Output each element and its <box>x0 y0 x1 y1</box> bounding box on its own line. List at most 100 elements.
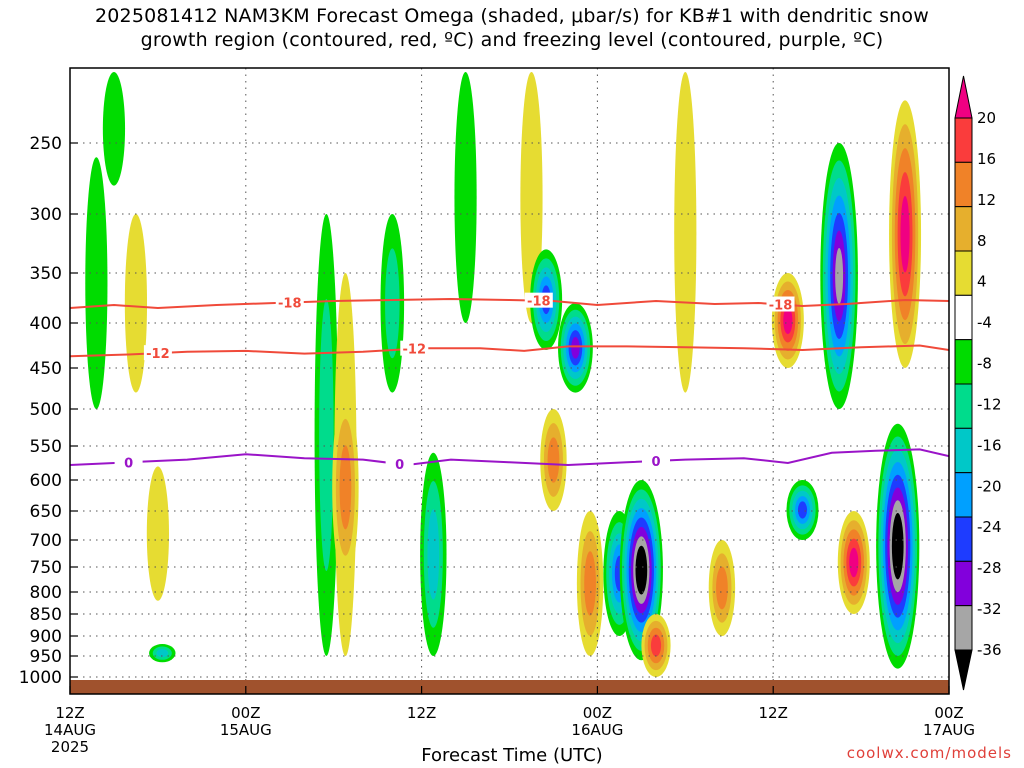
colorbar-label: -4 <box>977 314 992 332</box>
omega-cell <box>637 555 645 586</box>
omega-cell <box>716 566 728 610</box>
y-tick-label: 400 <box>30 314 62 334</box>
colorbar-label: 4 <box>977 273 987 291</box>
contour-label-bg <box>400 340 429 356</box>
x-tick-label: 16AUG <box>571 721 623 739</box>
contour-label-bg <box>524 292 553 308</box>
y-tick-label: 250 <box>30 134 62 154</box>
x-tick-label: 14AUG <box>44 721 96 739</box>
x-tick-label: 12Z <box>55 704 84 722</box>
omega-shading <box>85 72 922 677</box>
x-tick-label: 2025 <box>51 738 89 756</box>
contour-label: -12 <box>146 347 170 362</box>
colorbar-top-arrow <box>954 75 973 119</box>
contour-label: 0 <box>124 456 133 471</box>
contour-label: -18 <box>527 295 551 310</box>
chart-title: 2025081412 NAM3KM Forecast Omega (shaded… <box>0 4 1024 52</box>
y-tick-label: 900 <box>30 627 62 647</box>
colorbar-segment <box>954 427 973 474</box>
contour-line-dendritic <box>70 297 949 310</box>
y-tick-label: 300 <box>30 205 62 225</box>
y-tick-label: 600 <box>30 471 62 491</box>
contour-line-dendritic <box>70 344 949 358</box>
contour-label: -18 <box>278 297 302 312</box>
y-tick-label: 550 <box>30 437 62 457</box>
omega-cell <box>894 525 902 567</box>
contour-label-bg <box>114 454 143 470</box>
omega-cell <box>319 299 334 571</box>
omega-cell <box>385 248 400 359</box>
contour-label-bg <box>766 296 795 312</box>
omega-cell <box>156 649 169 658</box>
omega-cell <box>584 551 596 616</box>
colorbar-label: -12 <box>977 395 1002 413</box>
colorbar-label: 16 <box>977 150 996 168</box>
y-tick-label: 750 <box>30 558 62 578</box>
contour-label: 0 <box>395 458 404 473</box>
colorbar-label: 12 <box>977 191 996 209</box>
contour-label-bg <box>143 345 172 361</box>
omega-cell <box>900 195 910 273</box>
colorbar-segment <box>954 206 973 252</box>
omega-cell <box>124 213 148 393</box>
x-tick-label: 00Z <box>231 704 260 722</box>
temperature-contours: -18 -18 -18 -12 -12 0 0 0 <box>70 292 949 473</box>
colorbar-label: -16 <box>977 436 1002 454</box>
colorbar-segment <box>954 560 973 607</box>
contour-label-bg <box>275 294 304 310</box>
y-tick-label: 650 <box>30 502 62 522</box>
x-axis-title: Forecast Time (UTC) <box>421 745 603 766</box>
colorbar-segment <box>954 472 973 518</box>
y-tick-label: 350 <box>30 264 62 284</box>
y-tick-label: 800 <box>30 583 62 603</box>
colorbar-segment <box>954 294 973 341</box>
colorbar-segment <box>954 117 973 163</box>
colorbar-label: -20 <box>977 477 1002 495</box>
x-tick-label: 00Z <box>583 704 612 722</box>
colorbar-segment <box>954 250 973 296</box>
colorbar-bottom-arrow <box>954 649 973 691</box>
x-tick-label: 15AUG <box>220 721 272 739</box>
site-credit: coolwx.com/models <box>846 744 1012 762</box>
colorbar-label: -8 <box>977 355 992 373</box>
omega-cell <box>102 72 126 186</box>
omega-cell <box>835 248 844 304</box>
colorbar-label: -24 <box>977 518 1002 536</box>
contour-label: -12 <box>403 343 427 358</box>
y-tick-label: 450 <box>30 359 62 379</box>
omega-cell <box>849 547 859 578</box>
omega-cell <box>85 157 108 409</box>
plot-frame <box>69 67 950 695</box>
omega-cell <box>783 306 793 335</box>
omega-cell <box>427 509 440 600</box>
colorbar-segment <box>954 516 973 562</box>
omega-cell <box>797 501 808 519</box>
x-tick-label: 12Z <box>759 704 788 722</box>
omega-cell <box>547 437 560 483</box>
contour-label: -18 <box>769 299 793 314</box>
y-tick-label: 500 <box>30 400 62 420</box>
colorbar-segment <box>954 339 973 385</box>
colorbar-label: -28 <box>977 559 1002 577</box>
omega-cell <box>454 72 477 323</box>
colorbar-label: 20 <box>977 109 996 127</box>
omega-cell <box>146 466 169 601</box>
grid-lines <box>69 68 950 680</box>
omega-colorbar: 20 16 12 8 4 -4 -8 -12 -16 -20 -24 -28 -32 -36 <box>954 75 1002 691</box>
y-tick-label: 950 <box>30 647 62 667</box>
colorbar-label: -36 <box>977 641 1002 659</box>
x-tick-label: 12Z <box>407 704 436 722</box>
omega-cell <box>339 445 352 530</box>
title-line-1: 2025081412 NAM3KM Forecast Omega (shaded… <box>94 5 929 27</box>
omega-cell <box>650 634 662 657</box>
title-line-2: growth region (contoured, red, ºC) and f… <box>140 29 884 51</box>
y-tick-label: 1000 <box>19 668 62 688</box>
contour-label-bg <box>385 456 414 472</box>
colorbar-segment <box>954 605 973 651</box>
contour-label: 0 <box>651 455 660 470</box>
omega-cell <box>571 336 580 359</box>
ground-bar <box>70 680 949 694</box>
contour-label-bg <box>642 452 670 468</box>
